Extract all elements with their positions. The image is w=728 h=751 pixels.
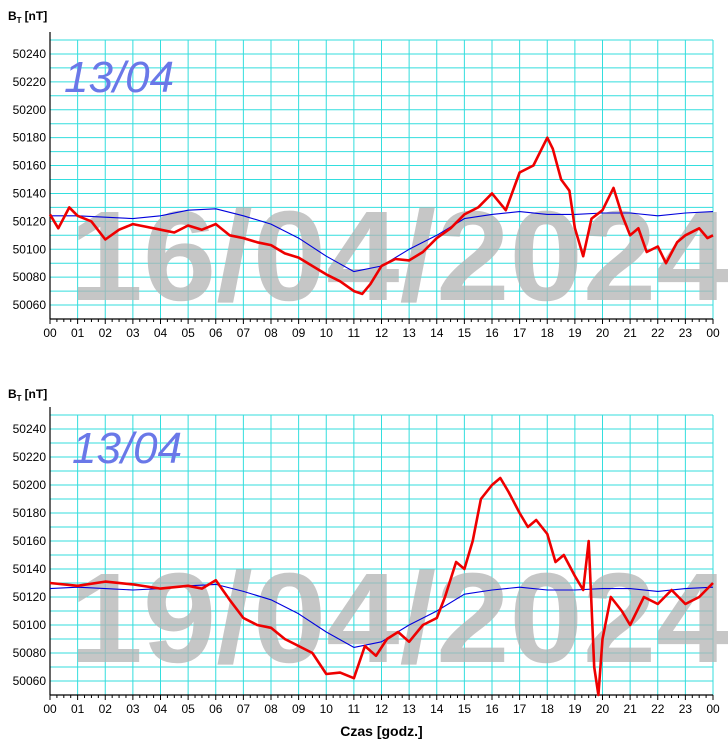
x-tick-label: 12 xyxy=(375,702,389,716)
chart-panel-1: 16/04/2024 13/04 BT [nT] 50060 50080 50100 5012… xyxy=(8,9,728,340)
x-tick-label: 19 xyxy=(568,326,582,340)
x-tick-label: 04 xyxy=(154,326,168,340)
watermark-date: 19/04/2024 xyxy=(70,547,728,690)
y-tick-label: 50240 xyxy=(13,422,47,436)
x-tick-label: 17 xyxy=(513,326,527,340)
x-tick-label: 23 xyxy=(679,702,693,716)
x-tick-label: 20 xyxy=(596,702,610,716)
y-tick-label: 50140 xyxy=(13,562,47,576)
x-tick-label: 13 xyxy=(402,326,416,340)
x-tick-label: 09 xyxy=(292,702,306,716)
y-tick-label: 50140 xyxy=(13,186,47,200)
x-tick-label: 21 xyxy=(623,326,637,340)
y-tick-label: 50120 xyxy=(13,590,47,604)
y-tick-label: 50100 xyxy=(13,618,47,632)
x-tick-label: 10 xyxy=(320,326,334,340)
y-axis-label-unit: [nT] xyxy=(25,387,48,401)
x-tick-label: 05 xyxy=(181,702,195,716)
y-tick-label: 50180 xyxy=(13,506,47,520)
x-tick-label: 06 xyxy=(209,326,223,340)
x-tick-label: 02 xyxy=(99,702,113,716)
y-tick-label: 50240 xyxy=(13,47,47,61)
y-tick-label: 50160 xyxy=(13,534,47,548)
x-tick-label: 06 xyxy=(209,702,223,716)
x-tick-label: 07 xyxy=(237,702,251,716)
watermark-date: 16/04/2024 xyxy=(70,185,728,328)
reference-date-label: 13/04 xyxy=(72,424,182,473)
y-tick-label: 50080 xyxy=(13,646,47,660)
x-tick-label: 01 xyxy=(71,702,85,716)
x-tick-label: 11 xyxy=(348,326,361,340)
x-tick-label: 16 xyxy=(485,326,499,340)
x-tick-label: 18 xyxy=(541,702,555,716)
y-axis-label-unit: [nT] xyxy=(25,9,48,23)
y-tick-label: 50180 xyxy=(13,131,47,145)
y-tick-label: 50100 xyxy=(13,242,47,256)
y-axis-label: BT [nT] xyxy=(8,9,47,25)
y-tick-label: 50200 xyxy=(13,103,47,117)
x-tick-label: 14 xyxy=(430,326,444,340)
y-tick-label: 50160 xyxy=(13,159,47,173)
y-axis-label-symbol: B xyxy=(8,387,17,401)
x-tick-label: 04 xyxy=(154,702,168,716)
y-tick-label: 50080 xyxy=(13,270,47,284)
x-axis-label: Czas [godz.] xyxy=(340,723,422,739)
x-tick-label: 08 xyxy=(264,326,278,340)
x-tick-label: 09 xyxy=(292,326,306,340)
x-tick-label: 17 xyxy=(513,702,527,716)
x-tick-label: 00 xyxy=(43,702,57,716)
x-tick-label: 21 xyxy=(623,702,637,716)
x-tick-label: 13 xyxy=(402,702,416,716)
x-tick-label: 12 xyxy=(375,326,389,340)
y-tick-label: 50060 xyxy=(13,674,47,688)
y-axis-label-subscript: T xyxy=(17,394,22,403)
x-tick-label: 19 xyxy=(568,702,582,716)
y-axis-label-symbol: B xyxy=(8,9,17,23)
x-tick-label: 10 xyxy=(320,702,334,716)
y-tick-label: 50220 xyxy=(13,450,47,464)
x-tick-label: 16 xyxy=(485,702,499,716)
x-tick-label: 03 xyxy=(126,326,140,340)
reference-date-label: 13/04 xyxy=(64,53,174,102)
x-tick-label: 23 xyxy=(679,326,693,340)
x-tick-label: 15 xyxy=(458,326,472,340)
series-line-current xyxy=(48,136,714,296)
x-tick-label: 22 xyxy=(651,702,665,716)
y-axis-label-subscript: T xyxy=(17,16,22,25)
x-tick-label: 00 xyxy=(43,326,57,340)
x-tick-label: 15 xyxy=(458,702,472,716)
x-tick-label: 22 xyxy=(651,326,665,340)
x-tick-label: 05 xyxy=(181,326,195,340)
x-tick-label: 02 xyxy=(99,326,113,340)
x-tick-label: 07 xyxy=(237,326,251,340)
y-tick-label: 50120 xyxy=(13,214,47,228)
chart-panel-2: 19/04/2024 13/04 BT [nT] 50060 50080 50100 5012… xyxy=(8,387,728,739)
series-line-current xyxy=(49,476,714,697)
x-tick-label: 08 xyxy=(264,702,278,716)
x-tick-label: 03 xyxy=(126,702,140,716)
x-tick-label: 14 xyxy=(430,702,444,716)
y-axis-label: BT [nT] xyxy=(8,387,47,403)
x-tick-label: 11 xyxy=(348,702,361,716)
x-tick-label: 18 xyxy=(541,326,555,340)
y-tick-label: 50200 xyxy=(13,478,47,492)
x-tick-label: 20 xyxy=(596,326,610,340)
x-tick-label: 00 xyxy=(706,702,720,716)
y-tick-label: 50060 xyxy=(13,298,47,312)
x-tick-label: 01 xyxy=(71,326,85,340)
x-tick-label: 00 xyxy=(706,326,720,340)
y-tick-label: 50220 xyxy=(13,75,47,89)
